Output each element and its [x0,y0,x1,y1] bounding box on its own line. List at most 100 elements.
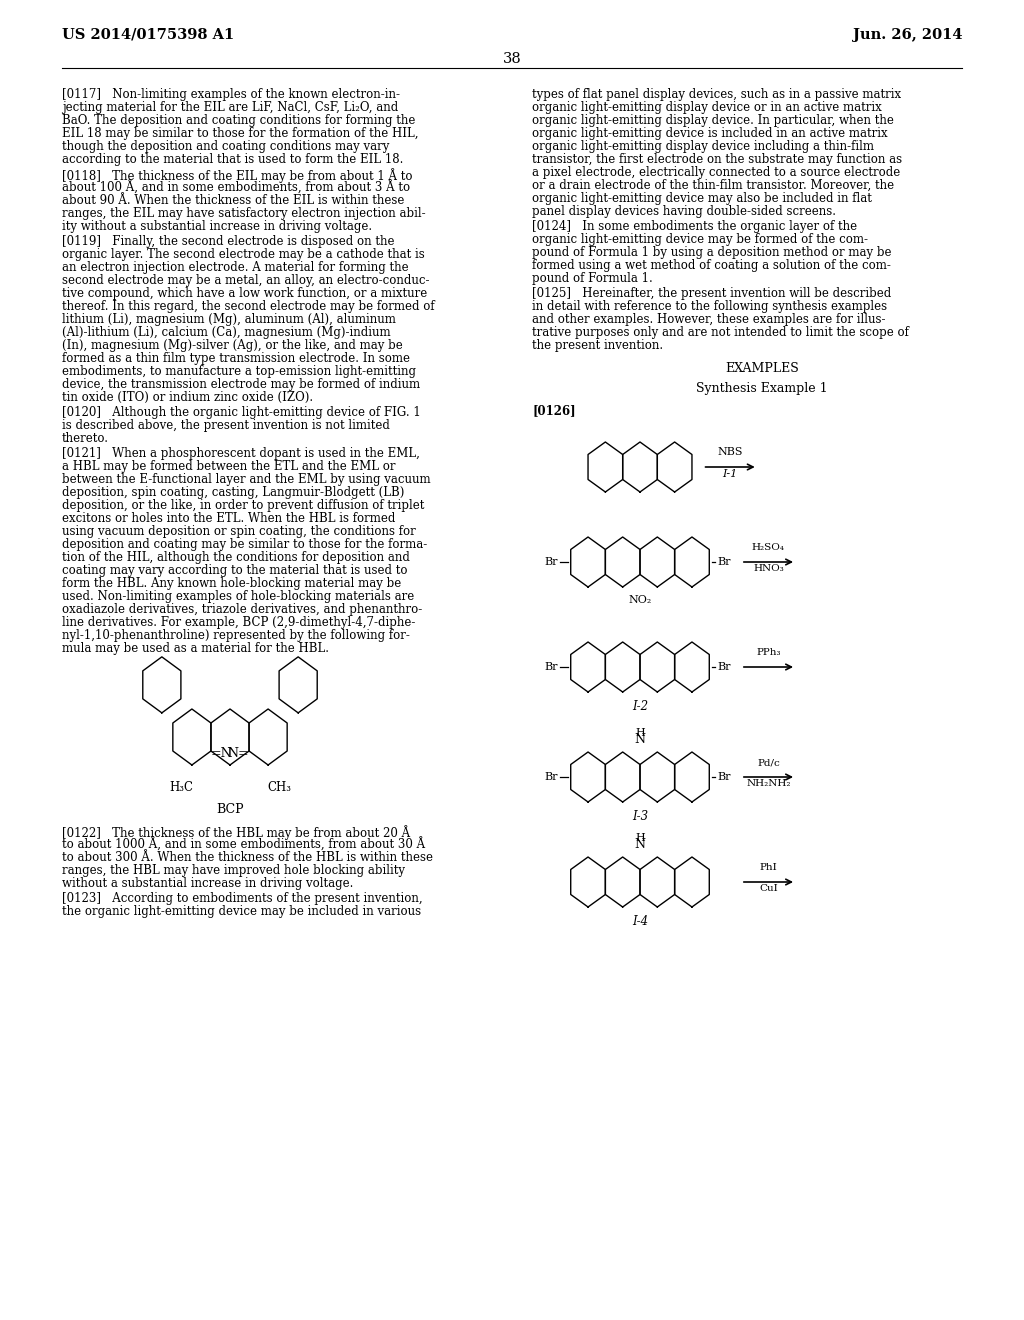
Text: deposition and coating may be similar to those for the forma-: deposition and coating may be similar to… [62,539,427,550]
Text: [0119]   Finally, the second electrode is disposed on the: [0119] Finally, the second electrode is … [62,235,394,248]
Text: is described above, the present invention is not limited: is described above, the present inventio… [62,418,390,432]
Text: [0126]: [0126] [532,404,575,417]
Text: or a drain electrode of the thin-film transistor. Moreover, the: or a drain electrode of the thin-film tr… [532,180,894,191]
Text: pound of Formula 1 by using a deposition method or may be: pound of Formula 1 by using a deposition… [532,246,892,259]
Text: a HBL may be formed between the ETL and the EML or: a HBL may be formed between the ETL and … [62,459,395,473]
Text: panel display devices having double-sided screens.: panel display devices having double-side… [532,205,836,218]
Text: excitons or holes into the ETL. When the HBL is formed: excitons or holes into the ETL. When the… [62,512,395,525]
Text: [0124]   In some embodiments the organic layer of the: [0124] In some embodiments the organic l… [532,220,857,234]
Text: organic light-emitting display device including a thin-film: organic light-emitting display device in… [532,140,874,153]
Text: the organic light-emitting device may be included in various: the organic light-emitting device may be… [62,906,421,917]
Text: Jun. 26, 2014: Jun. 26, 2014 [853,28,962,42]
Text: BaO. The deposition and coating conditions for forming the: BaO. The deposition and coating conditio… [62,114,416,127]
Text: Br: Br [717,557,730,568]
Text: formed as a thin film type transmission electrode. In some: formed as a thin film type transmission … [62,352,410,366]
Text: Br: Br [545,772,558,781]
Text: NBS: NBS [718,447,742,457]
Text: Synthesis Example 1: Synthesis Example 1 [696,381,827,395]
Text: Br: Br [717,663,730,672]
Text: transistor, the first electrode on the substrate may function as: transistor, the first electrode on the s… [532,153,902,166]
Text: NO₂: NO₂ [629,595,651,605]
Text: [0125]   Hereinafter, the present invention will be described: [0125] Hereinafter, the present inventio… [532,286,891,300]
Text: and other examples. However, these examples are for illus-: and other examples. However, these examp… [532,313,886,326]
Text: second electrode may be a metal, an alloy, an electro-conduc-: second electrode may be a metal, an allo… [62,275,429,286]
Text: trative purposes only and are not intended to limit the scope of: trative purposes only and are not intend… [532,326,909,339]
Text: organic light-emitting display device or in an active matrix: organic light-emitting display device or… [532,102,882,114]
Text: [0118]   The thickness of the EIL may be from about 1 Å to: [0118] The thickness of the EIL may be f… [62,168,413,183]
Text: according to the material that is used to form the EIL 18.: according to the material that is used t… [62,153,403,166]
Text: line derivatives. For example, BCP (2,9-dimethyl-4,7-diphe-: line derivatives. For example, BCP (2,9-… [62,616,416,630]
Text: a pixel electrode, electrically connected to a source electrode: a pixel electrode, electrically connecte… [532,166,900,180]
Text: embodiments, to manufacture a top-emission light-emitting: embodiments, to manufacture a top-emissi… [62,366,416,378]
Text: to about 300 Å. When the thickness of the HBL is within these: to about 300 Å. When the thickness of th… [62,851,433,865]
Text: N: N [635,733,645,746]
Text: lithium (Li), magnesium (Mg), aluminum (Al), aluminum: lithium (Li), magnesium (Mg), aluminum (… [62,313,396,326]
Text: ranges, the EIL may have satisfactory electron injection abil-: ranges, the EIL may have satisfactory el… [62,207,426,220]
Text: in detail with reference to the following synthesis examples: in detail with reference to the followin… [532,300,887,313]
Text: BCP: BCP [216,803,244,816]
Text: [0123]   According to embodiments of the present invention,: [0123] According to embodiments of the p… [62,892,423,906]
Text: organic light-emitting device may be formed of the com-: organic light-emitting device may be for… [532,234,868,246]
Text: CH₃: CH₃ [267,781,291,795]
Text: H: H [635,729,645,738]
Text: using vacuum deposition or spin coating, the conditions for: using vacuum deposition or spin coating,… [62,525,416,539]
Text: [0122]   The thickness of the HBL may be from about 20 Å: [0122] The thickness of the HBL may be f… [62,825,411,840]
Text: the present invention.: the present invention. [532,339,664,352]
Text: EIL 18 may be similar to those for the formation of the HIL,: EIL 18 may be similar to those for the f… [62,127,419,140]
Text: NH₂NH₂: NH₂NH₂ [746,779,791,788]
Text: to about 1000 Å, and in some embodiments, from about 30 Å: to about 1000 Å, and in some embodiments… [62,838,425,853]
Text: tin oxide (ITO) or indium zinc oxide (IZO).: tin oxide (ITO) or indium zinc oxide (IZ… [62,391,313,404]
Text: H: H [635,833,645,843]
Text: used. Non-limiting examples of hole-blocking materials are: used. Non-limiting examples of hole-bloc… [62,590,415,603]
Text: 38: 38 [503,51,521,66]
Text: Br: Br [717,772,730,781]
Text: HNO₃: HNO₃ [753,564,783,573]
Text: thereto.: thereto. [62,432,109,445]
Text: organic layer. The second electrode may be a cathode that is: organic layer. The second electrode may … [62,248,425,261]
Text: ranges, the HBL may have improved hole blocking ability: ranges, the HBL may have improved hole b… [62,865,406,876]
Text: N=: N= [227,747,249,760]
Text: deposition, or the like, in order to prevent diffusion of triplet: deposition, or the like, in order to pre… [62,499,424,512]
Text: H₂SO₄: H₂SO₄ [752,543,785,552]
Text: tive compound, which have a low work function, or a mixture: tive compound, which have a low work fun… [62,286,427,300]
Text: ity without a substantial increase in driving voltage.: ity without a substantial increase in dr… [62,220,372,234]
Text: without a substantial increase in driving voltage.: without a substantial increase in drivin… [62,876,353,890]
Text: [0120]   Although the organic light-emitting device of FIG. 1: [0120] Although the organic light-emitti… [62,407,421,418]
Text: coating may vary according to the material that is used to: coating may vary according to the materi… [62,564,408,577]
Text: an electron injection electrode. A material for forming the: an electron injection electrode. A mater… [62,261,409,275]
Text: about 90 Å. When the thickness of the EIL is within these: about 90 Å. When the thickness of the EI… [62,194,404,207]
Text: N: N [635,838,645,851]
Text: oxadiazole derivatives, triazole derivatives, and phenanthro-: oxadiazole derivatives, triazole derivat… [62,603,422,616]
Text: thereof. In this regard, the second electrode may be formed of: thereof. In this regard, the second elec… [62,300,434,313]
Text: I-1: I-1 [723,469,737,479]
Text: mula may be used as a material for the HBL.: mula may be used as a material for the H… [62,642,329,655]
Text: organic light-emitting device may also be included in flat: organic light-emitting device may also b… [532,191,871,205]
Text: about 100 Å, and in some embodiments, from about 3 Å to: about 100 Å, and in some embodiments, fr… [62,181,411,195]
Text: though the deposition and coating conditions may vary: though the deposition and coating condit… [62,140,389,153]
Text: jecting material for the EIL are LiF, NaCl, CsF, Li₂O, and: jecting material for the EIL are LiF, Na… [62,102,398,114]
Text: CuI: CuI [759,884,778,894]
Text: US 2014/0175398 A1: US 2014/0175398 A1 [62,28,234,42]
Text: PhI: PhI [760,863,777,873]
Text: Br: Br [545,557,558,568]
Text: organic light-emitting device is included in an active matrix: organic light-emitting device is include… [532,127,888,140]
Text: organic light-emitting display device. In particular, when the: organic light-emitting display device. I… [532,114,894,127]
Text: (Al)-lithium (Li), calcium (Ca), magnesium (Mg)-indium: (Al)-lithium (Li), calcium (Ca), magnesi… [62,326,390,339]
Text: form the HBL. Any known hole-blocking material may be: form the HBL. Any known hole-blocking ma… [62,577,401,590]
Text: Br: Br [545,663,558,672]
Text: [0117]   Non-limiting examples of the known electron-in-: [0117] Non-limiting examples of the know… [62,88,400,102]
Text: H₃C: H₃C [169,781,193,795]
Text: I-4: I-4 [632,915,648,928]
Text: I-3: I-3 [632,810,648,822]
Text: (In), magnesium (Mg)-silver (Ag), or the like, and may be: (In), magnesium (Mg)-silver (Ag), or the… [62,339,402,352]
Text: formed using a wet method of coating a solution of the com-: formed using a wet method of coating a s… [532,259,891,272]
Text: [0121]   When a phosphorescent dopant is used in the EML,: [0121] When a phosphorescent dopant is u… [62,447,420,459]
Text: deposition, spin coating, casting, Langmuir-Blodgett (LB): deposition, spin coating, casting, Langm… [62,486,404,499]
Text: PPh₃: PPh₃ [756,648,780,657]
Text: device, the transmission electrode may be formed of indium: device, the transmission electrode may b… [62,378,420,391]
Text: =N: =N [211,747,232,760]
Text: between the E-functional layer and the EML by using vacuum: between the E-functional layer and the E… [62,473,431,486]
Text: pound of Formula 1.: pound of Formula 1. [532,272,652,285]
Text: EXAMPLES: EXAMPLES [725,362,799,375]
Text: tion of the HIL, although the conditions for deposition and: tion of the HIL, although the conditions… [62,550,410,564]
